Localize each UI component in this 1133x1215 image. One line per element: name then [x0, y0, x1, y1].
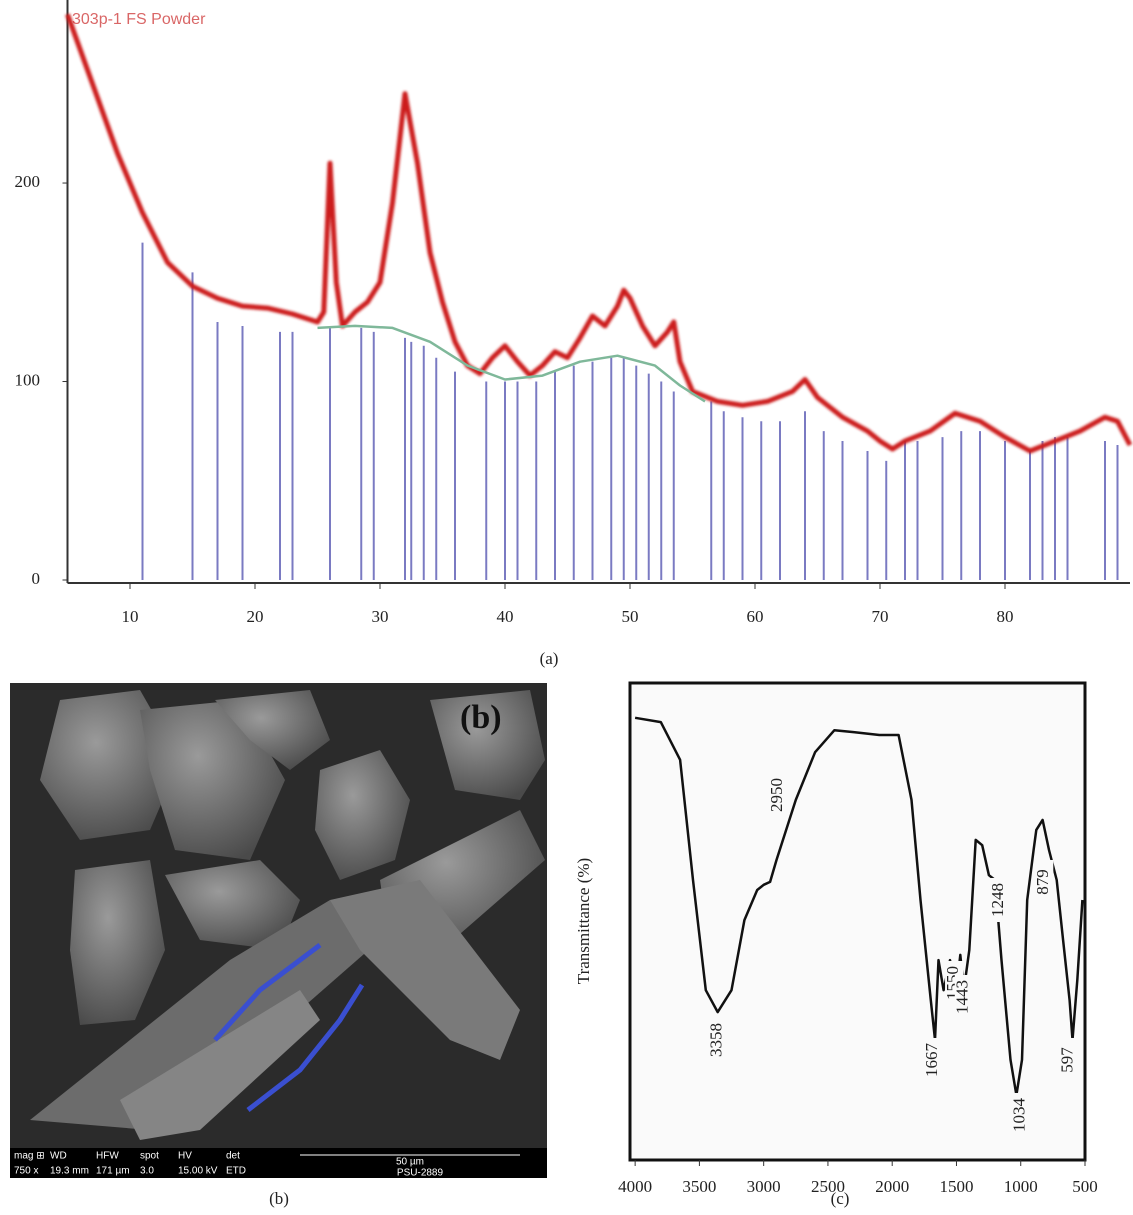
- sem-info-value: 171 µm: [96, 1166, 130, 1177]
- data-line: [65, 13, 1133, 454]
- data-line: [317, 324, 706, 403]
- peak-label: 597: [1057, 1047, 1076, 1073]
- peak-label-bg: [1035, 860, 1054, 904]
- x-tick-label: 70: [872, 607, 889, 626]
- sem-info-value: 750 x: [14, 1166, 38, 1177]
- sem-info-value: 19.3 mm: [50, 1166, 89, 1177]
- sem-sample: PSU-2889: [397, 1168, 444, 1179]
- peak-label-bg: [1011, 1093, 1030, 1137]
- x-tick-label: 60: [747, 607, 764, 626]
- peak-label: 1667: [922, 1043, 941, 1078]
- peak-label: 1248: [988, 883, 1007, 917]
- sem-image: (b) mag ⊞ 750 x WD 19.3 mm HFW 171 µm spot 3.0 H…: [10, 683, 547, 1179]
- peak-label: 1443: [953, 980, 972, 1014]
- x-tick-label: 500: [1072, 1177, 1098, 1196]
- x-tick-label: 4000: [618, 1177, 652, 1196]
- caption: (c): [831, 1189, 850, 1208]
- x-tick-label: 40: [497, 607, 514, 626]
- sem-panel-label: (b): [460, 699, 502, 736]
- peak-label: 3358: [707, 1023, 726, 1057]
- x-tick-label: 3500: [682, 1177, 716, 1196]
- x-tick-label: 50: [622, 607, 639, 626]
- sem-info-label: HFW: [96, 1151, 119, 1162]
- caption: (a): [540, 649, 559, 668]
- sem-info-value: ETD: [226, 1166, 246, 1177]
- peak-label-bg: [924, 1038, 943, 1082]
- peak-label-bg: [769, 773, 788, 817]
- y-tick-label: 200: [15, 172, 41, 191]
- sem-info-label: HV: [178, 1151, 192, 1162]
- x-tick-label: 10: [122, 607, 139, 626]
- peak-label: 879: [1033, 869, 1052, 895]
- chart-title: 303p-1 FS Powder: [72, 11, 206, 28]
- x-tick-label: 2500: [811, 1177, 845, 1196]
- sem-info-label: spot: [140, 1151, 159, 1162]
- x-tick-label: 3000: [747, 1177, 781, 1196]
- y-axis-label: Transmittance (%): [574, 858, 593, 984]
- peak-label-bg: [1059, 1038, 1078, 1082]
- ftir-frame: [628, 681, 1087, 1162]
- peak-label-bg: [708, 1018, 727, 1062]
- y-tick-label: 0: [32, 569, 41, 588]
- sem-info-label: det: [226, 1151, 240, 1162]
- peak-label-bg: [989, 878, 1008, 922]
- peak-label-bg: [954, 975, 973, 1019]
- x-tick-label: 20: [247, 607, 264, 626]
- x-tick-label: 1000: [1004, 1177, 1038, 1196]
- x-tick-label: 1500: [939, 1177, 973, 1196]
- caption: (b): [269, 1189, 289, 1208]
- x-tick-label: 2000: [875, 1177, 909, 1196]
- sem-info-label: mag ⊞: [14, 1151, 45, 1162]
- sem-info-value: 3.0: [140, 1166, 154, 1177]
- y-tick-label: 100: [15, 370, 41, 389]
- peak-label: 1034: [1009, 1098, 1028, 1133]
- sem-info-label: WD: [50, 1151, 67, 1162]
- x-tick-label: 80: [997, 607, 1014, 626]
- sem-info-value: 15.00 kV: [178, 1166, 218, 1177]
- x-tick-label: 30: [372, 607, 389, 626]
- peak-label: 2950: [767, 778, 786, 812]
- sem-scale-bar: 50 µm: [396, 1157, 424, 1168]
